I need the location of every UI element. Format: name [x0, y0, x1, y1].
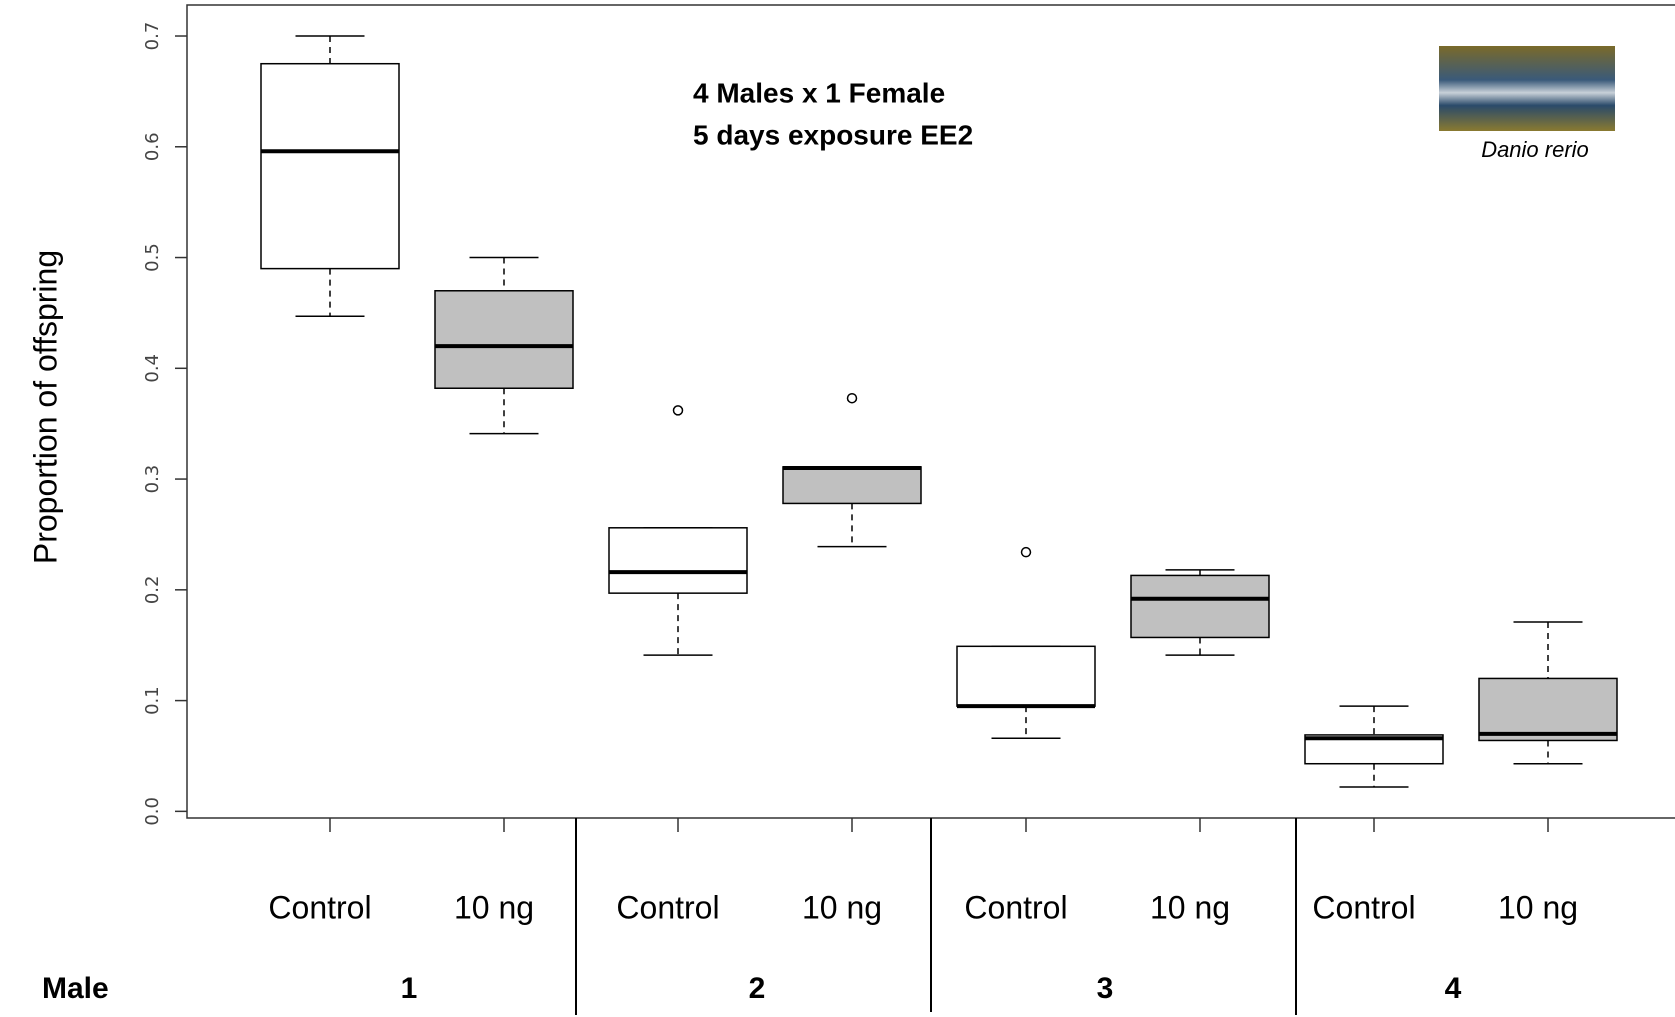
y-tick-label: 0.3: [142, 465, 163, 494]
x-tick-label: 10 ng: [454, 889, 534, 925]
y-tick-label: 0.6: [142, 132, 163, 161]
y-tick-label: 0.5: [142, 243, 163, 272]
y-tick-label: 0.7: [142, 22, 163, 51]
y-tick-label: 0.0: [142, 797, 163, 826]
annotation: 4 Males x 1 Female: [693, 77, 945, 108]
group-title: Male: [42, 972, 109, 1005]
outlier: [1022, 548, 1031, 557]
box: [261, 64, 399, 269]
y-axis-title: Proportion of offspring: [27, 250, 63, 564]
outlier: [674, 406, 683, 415]
x-tick-label: Control: [1312, 889, 1415, 925]
box: [435, 291, 573, 388]
group-label: 3: [1097, 972, 1114, 1005]
group-label: 4: [1445, 972, 1462, 1005]
fish-photo: [1439, 46, 1615, 131]
chart: Danio rerio 4 Males x 1 Female 5 days ex…: [0, 0, 1675, 1017]
x-tick-label: Control: [964, 889, 1067, 925]
group-label: 1: [401, 972, 418, 1005]
x-tick-label: 10 ng: [1498, 889, 1578, 925]
x-tick-label: Control: [616, 889, 719, 925]
box: [609, 528, 747, 593]
outlier: [848, 394, 857, 403]
x-tick-label: 10 ng: [802, 889, 882, 925]
image-caption: Danio rerio: [1481, 137, 1589, 162]
box: [1479, 678, 1617, 740]
group-label: 2: [749, 972, 766, 1005]
y-tick-label: 0.4: [142, 354, 163, 383]
box: [783, 467, 921, 504]
box: [1131, 575, 1269, 637]
box: [957, 646, 1095, 706]
y-tick-label: 0.2: [142, 576, 163, 605]
x-tick-label: Control: [268, 889, 371, 925]
annotation: 5 days exposure EE2: [693, 119, 973, 150]
x-tick-label: 10 ng: [1150, 889, 1230, 925]
y-tick-label: 0.1: [142, 686, 163, 715]
